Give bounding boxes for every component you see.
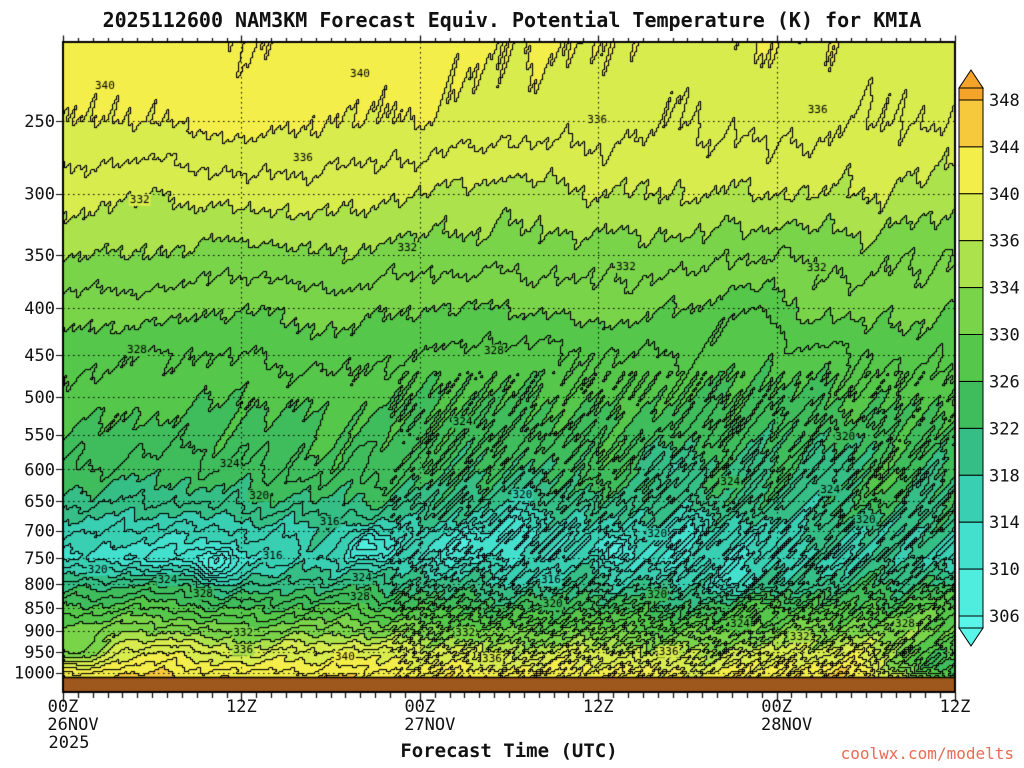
watermark-link[interactable]: coolwx.com/modelts: [840, 744, 1014, 763]
x-axis-title: Forecast Time (UTC): [400, 740, 618, 762]
